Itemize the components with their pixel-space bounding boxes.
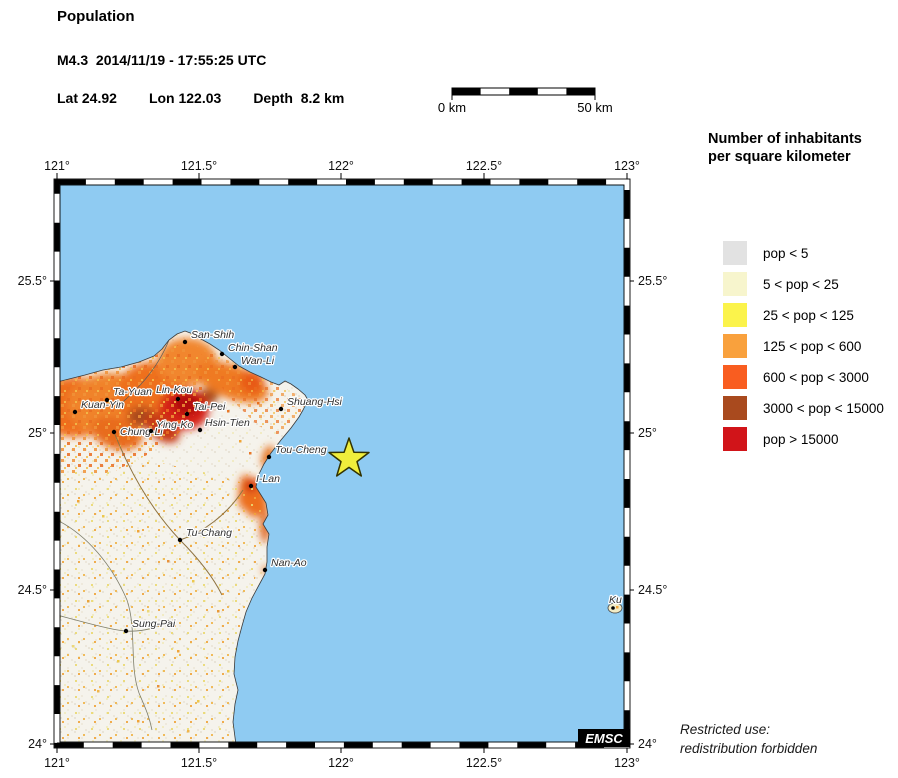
lat-label-left: 25° <box>28 426 47 440</box>
lon-label-top: 123° <box>614 159 640 173</box>
lon-label-top: 122.5° <box>466 159 502 173</box>
legend-entry-125-600: 125 < pop < 600 <box>723 334 861 358</box>
legend-swatch <box>723 303 747 327</box>
svg-text:Nan-Ao: Nan-Ao <box>271 557 307 569</box>
svg-text:Wan-Li: Wan-Li <box>241 355 275 367</box>
city-marker-i-lan: I-Lan <box>248 472 281 489</box>
city-marker-shuang-hsi: Shuang-Hsi <box>278 395 344 412</box>
city-marker-sung-pai: Sung-Pai <box>123 617 177 634</box>
city-label: Ku <box>609 594 622 606</box>
lon-label-bottom: 122.5° <box>466 756 502 770</box>
scale-start-label: 0 km <box>438 100 466 115</box>
svg-text:Ta-Yuan: Ta-Yuan <box>113 386 152 398</box>
restricted-use-note: Restricted use: redistribution forbidden <box>680 722 818 756</box>
city-marker-ying-ko: Ying-Ko <box>148 418 195 434</box>
legend-swatch <box>723 272 747 296</box>
city-marker-chin-shan: Chin-Shan <box>219 341 279 357</box>
lat-label-left: 24° <box>28 737 47 751</box>
city-marker-tu-chang: Tu-Chang <box>177 526 233 543</box>
city-marker-tai-pei: Tai-Pei <box>184 400 227 417</box>
lon-label-top: 121.5° <box>181 159 217 173</box>
svg-text:Hsin-Tien: Hsin-Tien <box>205 417 250 429</box>
lat-label-right: 25° <box>638 426 657 440</box>
city-marker-tou-cheng: Tou-Cheng <box>266 443 328 460</box>
lon-label-top: 122° <box>328 159 354 173</box>
city-marker-nan-ao: Nan-Ao <box>262 556 308 573</box>
lat-label-right: 24° <box>638 737 657 751</box>
svg-text:Sung-Pai: Sung-Pai <box>132 618 176 630</box>
city-marker-ta-yuan: Ta-Yuan <box>104 385 153 403</box>
legend-swatch <box>723 396 747 420</box>
lat-label-right: 25.5° <box>638 274 667 288</box>
svg-text:EMSC: EMSC <box>585 731 623 746</box>
lat-label-right: 24.5° <box>638 583 667 597</box>
event-latitude: Lat 24.92 <box>57 90 117 106</box>
lon-label-bottom: 121.5° <box>181 756 217 770</box>
legend-entry-600-3000: 600 < pop < 3000 <box>723 365 869 389</box>
event-longitude: Lon 122.03 <box>148 90 222 106</box>
legend-entry-gt-15000: pop > 15000 <box>723 427 838 451</box>
lon-label-bottom: 123° <box>614 756 640 770</box>
axis-labels: 121° 121.5° 122° 122.5° 123° 121° 121.5°… <box>18 159 668 770</box>
lon-label-bottom: 121° <box>44 756 70 770</box>
emsc-logo: EMSC <box>578 729 630 747</box>
svg-text:Lin-Kou: Lin-Kou <box>156 384 192 396</box>
city-marker-kuan-yin: Kuan-Yin <box>72 398 125 415</box>
event-magnitude-time: M4.3 2014/11/19 - 17:55:25 UTC <box>57 52 267 68</box>
page-title: Population <box>57 8 135 25</box>
svg-text:Tai-Pei: Tai-Pei <box>193 401 226 413</box>
svg-text:Kuan-Yin: Kuan-Yin <box>81 399 124 411</box>
epicenter-star <box>328 437 370 477</box>
map-frame <box>50 173 634 753</box>
city-markers: San-Shih Chin-Shan Wan-Li Ta-Yuan Kuan-Y… <box>72 328 344 634</box>
svg-text:I-Lan: I-Lan <box>256 473 280 485</box>
coastline <box>59 330 309 743</box>
lat-label-left: 24.5° <box>18 583 47 597</box>
legend-title: Number of inhabitants per square kilomet… <box>708 131 862 165</box>
svg-text:Shuang-Hsi: Shuang-Hsi <box>287 396 343 408</box>
city-marker-san-shih: San-Shih <box>182 328 236 345</box>
legend-entry-5-25: 5 < pop < 25 <box>723 272 839 296</box>
city-marker-lin-kou: Lin-Kou <box>155 383 194 402</box>
scale-end-label: 50 km <box>577 100 612 115</box>
map-canvas: Ku San-Shih Chin-Shan Wan-Li Ta-Yuan Kua… <box>59 184 625 743</box>
svg-text:Ying-Ko: Ying-Ko <box>156 419 193 431</box>
city-marker-chung-li: Chung-Li <box>111 425 164 439</box>
event-depth: Depth 8.2 km <box>253 90 345 106</box>
svg-text:San-Shih: San-Shih <box>191 329 234 341</box>
lat-label-left: 25.5° <box>18 274 47 288</box>
legend-swatch <box>723 365 747 389</box>
svg-text:Chung-Li: Chung-Li <box>120 426 163 438</box>
city-marker-wan-li: Wan-Li <box>232 354 276 370</box>
event-location-line: Lat 24.92 Lon 122.03 Depth 8.2 km <box>57 90 344 106</box>
lon-label-bottom: 122° <box>328 756 354 770</box>
legend-swatch <box>723 241 747 265</box>
village-speckles <box>72 402 260 733</box>
legend-swatch <box>723 334 747 358</box>
legend-entry-3000-15000: 3000 < pop < 15000 <box>723 396 884 420</box>
island-kueishan: Ku <box>607 593 623 614</box>
svg-text:Tu-Chang: Tu-Chang <box>186 527 232 539</box>
population-map: Ku San-Shih Chin-Shan Wan-Li Ta-Yuan Kua… <box>18 159 668 770</box>
legend-swatch <box>723 427 747 451</box>
lon-label-top: 121° <box>44 159 70 173</box>
land-area <box>59 331 308 743</box>
legend-entry-pop-lt-5: pop < 5 <box>723 241 808 265</box>
svg-text:Tou-Cheng: Tou-Cheng <box>275 444 327 456</box>
svg-text:Chin-Shan: Chin-Shan <box>228 342 278 354</box>
legend-entry-25-125: 25 < pop < 125 <box>723 303 854 327</box>
map-scale-bar: 0 km 50 km <box>438 87 613 115</box>
city-marker-hsin-tien: Hsin-Tien <box>197 416 251 433</box>
legend-panel: Number of inhabitants per square kilomet… <box>680 130 898 451</box>
